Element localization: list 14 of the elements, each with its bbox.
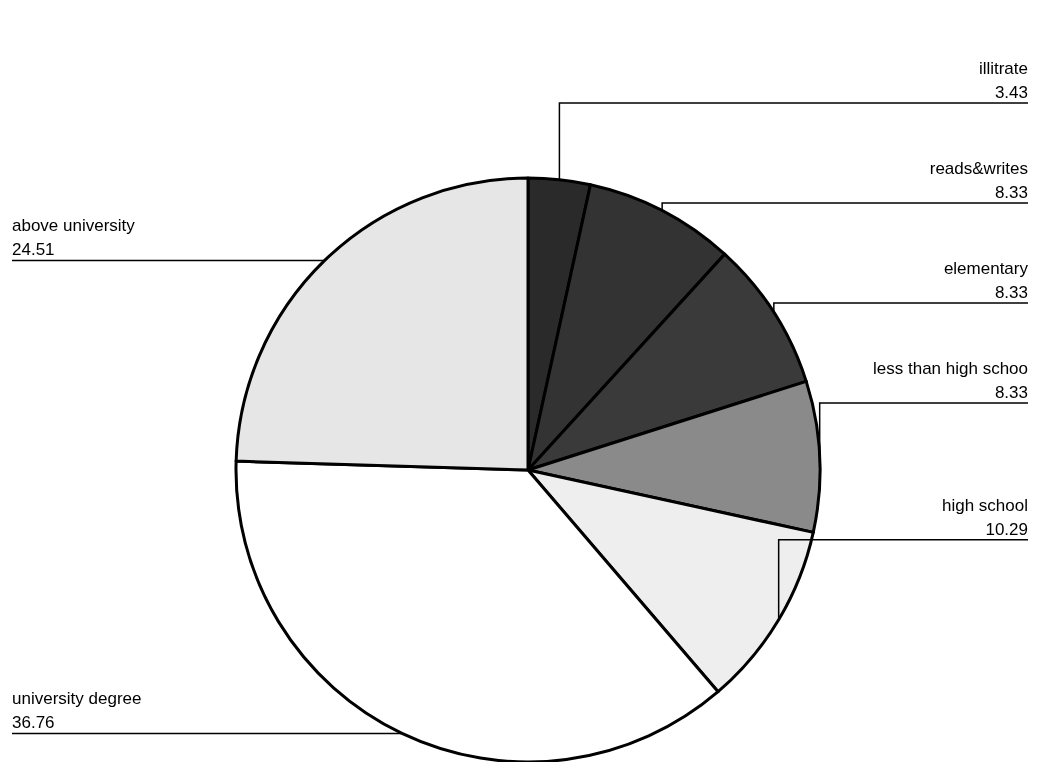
slice-label: illitrate (978, 59, 1028, 78)
data-label: 10.29 (985, 519, 1028, 539)
slice-label: university degree (12, 689, 142, 709)
slice-label: above university (12, 216, 136, 236)
data-label: 8.33 (994, 183, 1028, 202)
slice-label: reads&writes (929, 159, 1028, 178)
data-label: 24.51 (12, 240, 55, 260)
slice-label: high school (941, 495, 1028, 515)
data-label: 3.43 (994, 83, 1028, 102)
slice-label: less than high schoo (873, 359, 1028, 378)
data-label: 8.33 (994, 283, 1028, 302)
data-label: 8.33 (994, 383, 1028, 402)
data-label: 36.76 (12, 713, 55, 733)
slice-label: elementary (943, 259, 1029, 278)
